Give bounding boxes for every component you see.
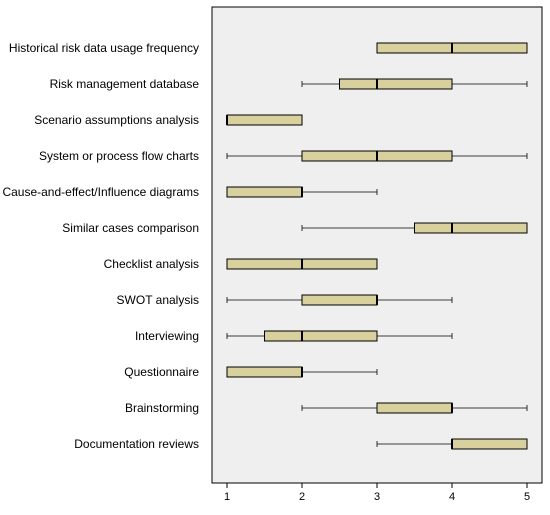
category-label: Questionnaire <box>124 365 199 379</box>
iqr-box <box>264 330 378 342</box>
category-label: Historical risk data usage frequency <box>9 41 199 55</box>
x-axis: 1 2 3 4 5 <box>224 483 530 503</box>
box-item <box>226 114 303 126</box>
box-item <box>301 222 528 234</box>
category-label: Risk management database <box>50 77 200 91</box>
category-label: Cause-and-effect/Influence diagrams <box>2 185 199 199</box>
iqr-box <box>339 78 453 90</box>
category-labels: Historical risk data usage frequency Risk… <box>2 41 199 451</box>
category-label: Documentation reviews <box>74 437 199 451</box>
category-label: Interviewing <box>135 329 199 343</box>
category-label: System or process flow charts <box>39 149 199 163</box>
iqr-box <box>226 114 303 126</box>
iqr-box <box>301 294 378 306</box>
box-series <box>226 42 528 450</box>
box-item <box>376 42 528 54</box>
category-label: Similar cases comparison <box>62 221 199 235</box>
iqr-box <box>226 186 303 198</box>
x-tick-label: 2 <box>299 491 305 503</box>
box-item <box>226 366 378 378</box>
x-tick-label: 4 <box>449 491 455 503</box>
iqr-box <box>451 438 528 450</box>
box-item <box>226 294 453 306</box>
box-item <box>226 330 453 342</box>
iqr-box <box>376 402 453 414</box>
iqr-box <box>414 222 528 234</box>
category-label: SWOT analysis <box>117 293 199 307</box>
box-item <box>226 186 378 198</box>
box-item <box>301 78 528 90</box>
x-tick-label: 1 <box>224 491 230 503</box>
box-item <box>226 150 528 162</box>
category-label: Scenario assumptions analysis <box>34 113 199 127</box>
box-item <box>301 402 528 414</box>
category-label: Brainstorming <box>125 401 199 415</box>
x-tick-label: 3 <box>374 491 380 503</box>
category-label: Checklist analysis <box>104 257 199 271</box>
iqr-box <box>226 366 303 378</box>
box-item <box>376 438 528 450</box>
box-item <box>226 258 378 270</box>
x-tick-label: 5 <box>524 491 530 503</box>
